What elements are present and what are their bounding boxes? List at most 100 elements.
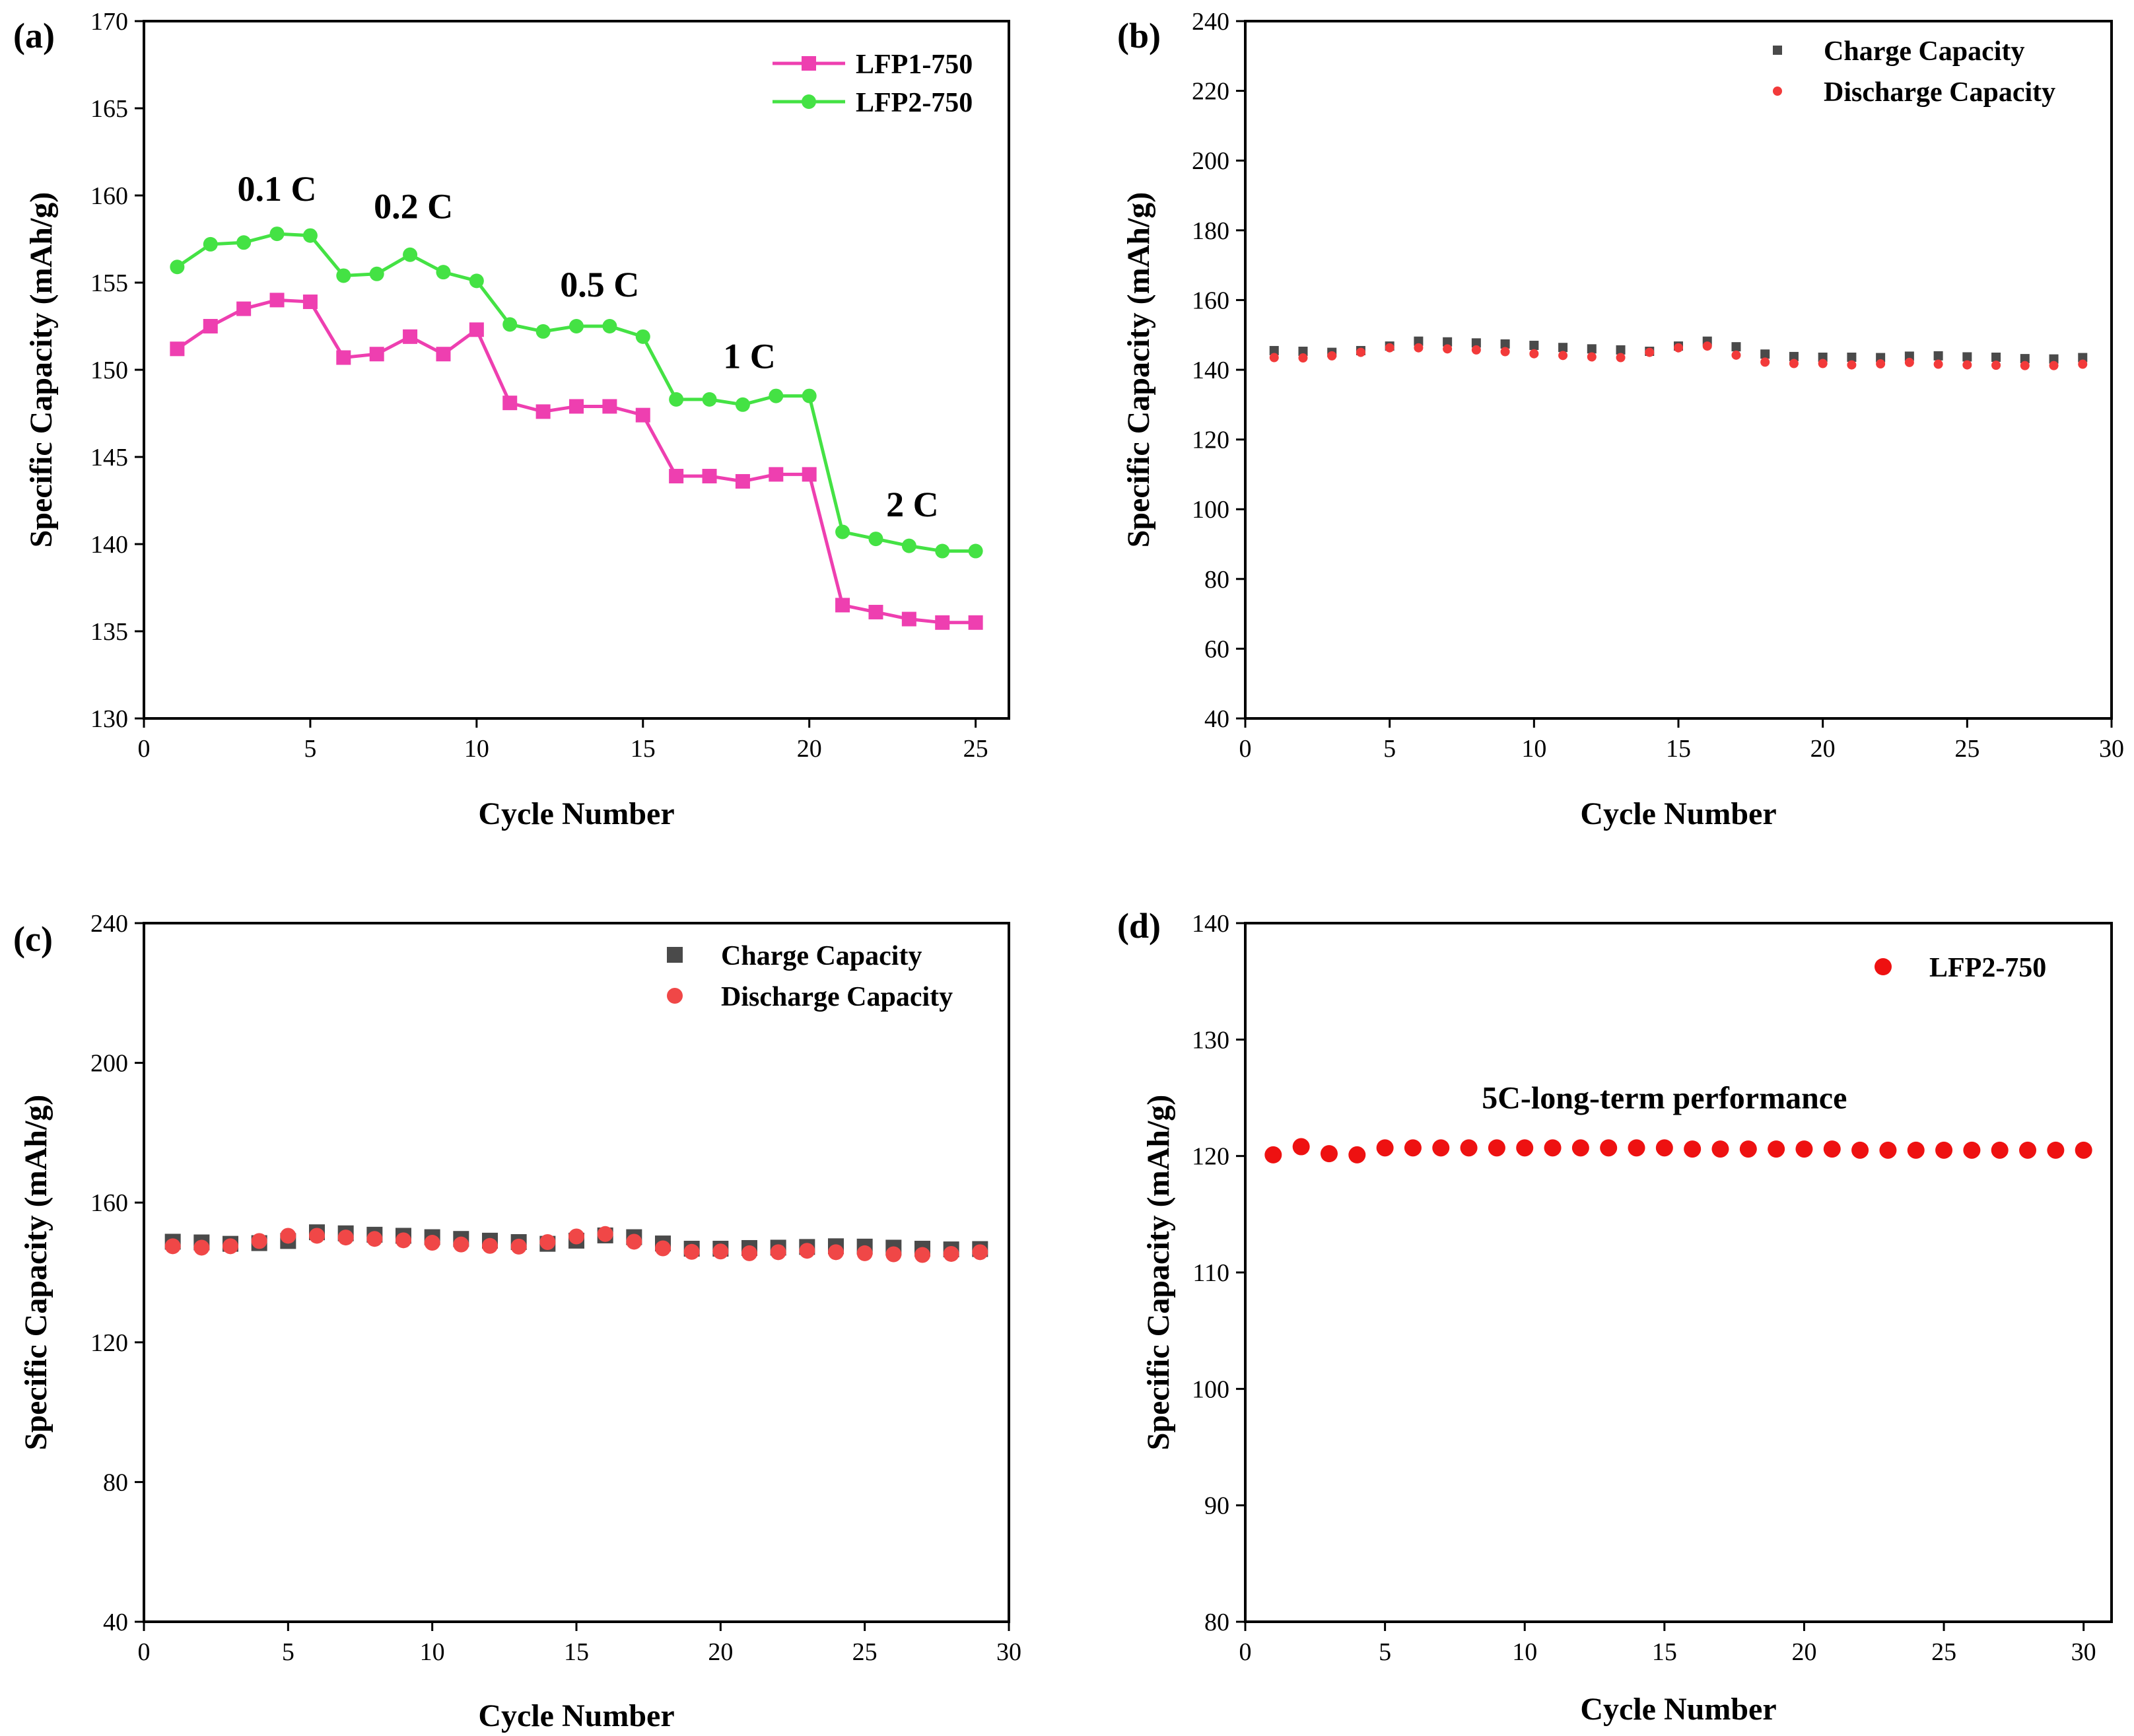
- data-point: [568, 1228, 584, 1245]
- data-point: [1443, 337, 1453, 347]
- data-point: [735, 473, 750, 489]
- legend-label: Charge Capacity: [721, 941, 922, 971]
- legend-marker: [1773, 46, 1782, 55]
- data-point: [1760, 357, 1770, 367]
- data-point: [269, 226, 285, 242]
- data-point: [1471, 345, 1481, 355]
- data-point: [1684, 1140, 1702, 1158]
- y-tick-label: 155: [90, 269, 128, 297]
- data-point: [336, 350, 351, 365]
- data-point: [1963, 1141, 1981, 1159]
- y-tick-label: 60: [1204, 635, 1229, 663]
- panel-a-legend: LFP1-750 LFP2-750: [773, 50, 973, 118]
- data-point: [868, 604, 883, 619]
- data-point: [203, 236, 218, 252]
- data-point: [1616, 353, 1626, 363]
- data-point: [2049, 354, 2059, 364]
- x-tick-label: 25: [852, 1638, 878, 1666]
- y-tick-label: 170: [90, 8, 128, 36]
- data-point: [856, 1245, 873, 1261]
- data-point: [369, 347, 384, 362]
- x-tick-label: 0: [1239, 735, 1252, 763]
- series-line: [176, 298, 976, 625]
- data-point: [935, 543, 950, 559]
- data-point: [1432, 1139, 1450, 1157]
- x-tick-label: 5: [1379, 1638, 1391, 1666]
- data-point: [236, 301, 252, 316]
- data-point: [1488, 1139, 1505, 1157]
- data-point: [1414, 336, 1424, 346]
- data-point: [799, 1243, 815, 1259]
- data-point: [1628, 1139, 1645, 1157]
- y-tick-label: 80: [1204, 566, 1229, 594]
- data-point: [735, 397, 750, 412]
- data-point: [635, 407, 650, 423]
- data-point: [1991, 361, 2001, 370]
- data-point: [655, 1240, 671, 1257]
- y-tick-label: 140: [90, 531, 128, 559]
- data-point: [769, 467, 784, 482]
- y-tick-label: 40: [1204, 705, 1229, 733]
- data-point: [1962, 352, 1972, 362]
- data-point: [968, 615, 983, 630]
- data-point: [1298, 353, 1308, 363]
- data-point: [1731, 350, 1741, 360]
- data-point: [535, 324, 551, 339]
- data-point: [1818, 359, 1828, 368]
- data-point: [436, 347, 451, 362]
- series-lfp2-750: [170, 226, 983, 559]
- y-tick-label: 80: [103, 1469, 128, 1496]
- data-point: [1768, 1140, 1785, 1158]
- panel-c-x-axis-title: Cycle Number: [478, 1698, 674, 1733]
- panel-d-legend: LFP2-750: [1875, 953, 2046, 983]
- data-point: [901, 611, 916, 627]
- y-tick-label: 145: [90, 444, 128, 471]
- data-point: [193, 1239, 210, 1256]
- data-point: [1904, 357, 1914, 367]
- data-point: [2049, 361, 2059, 370]
- series-discharge-capacity: [1269, 341, 2088, 370]
- data-point: [1760, 349, 1770, 359]
- data-point: [2020, 361, 2030, 370]
- data-point: [396, 1232, 411, 1249]
- x-tick-label: 15: [1652, 1638, 1677, 1666]
- legend-marker: [1875, 958, 1892, 975]
- data-point: [436, 265, 451, 280]
- data-point: [1443, 344, 1453, 354]
- panel-b-chart: (b) 0 5 10 15 20 25 30 40 60 80 100 120 140 160 180 200…: [1117, 8, 2124, 831]
- data-point: [702, 469, 717, 484]
- data-point: [251, 1233, 267, 1249]
- annotation-label: 5C-long-term performance: [1482, 1080, 1847, 1115]
- data-point: [943, 1245, 959, 1262]
- data-point: [1847, 352, 1857, 362]
- y-tick-label: 130: [90, 705, 128, 733]
- legend-marker: [1773, 87, 1782, 96]
- panel-a-label: (a): [13, 16, 55, 55]
- panel-a-chart: (a) 0 5 10 15 20 25 130 135 140 145 150 155 160 165 17…: [13, 8, 1010, 831]
- data-point: [901, 538, 916, 553]
- data-point: [885, 1246, 902, 1263]
- panel-b-label: (b): [1117, 16, 1161, 55]
- data-point: [1991, 352, 2001, 362]
- data-point: [302, 295, 318, 310]
- data-point: [1847, 360, 1857, 370]
- data-point: [1516, 1139, 1534, 1157]
- data-point: [1558, 343, 1568, 353]
- panel-c-plot-frame: [143, 922, 1010, 1623]
- x-tick-label: 0: [1239, 1638, 1252, 1666]
- data-point: [170, 260, 185, 275]
- x-tick-label: 0: [138, 1638, 151, 1666]
- legend-label: Discharge Capacity: [1824, 77, 2055, 108]
- data-point: [835, 598, 850, 613]
- data-point: [1404, 1139, 1422, 1157]
- data-point: [712, 1243, 729, 1260]
- data-point: [1529, 349, 1539, 359]
- data-point: [1962, 360, 1972, 370]
- panel-b-x-axis-title: Cycle Number: [1580, 796, 1776, 831]
- x-tick-label: 25: [1954, 735, 1979, 763]
- data-point: [1789, 351, 1799, 361]
- panel-d-y-axis-title: Specific Capacity (mAh/g): [1141, 1095, 1176, 1451]
- data-point: [602, 399, 617, 414]
- x-tick-label: 25: [963, 735, 988, 763]
- data-point: [914, 1247, 930, 1263]
